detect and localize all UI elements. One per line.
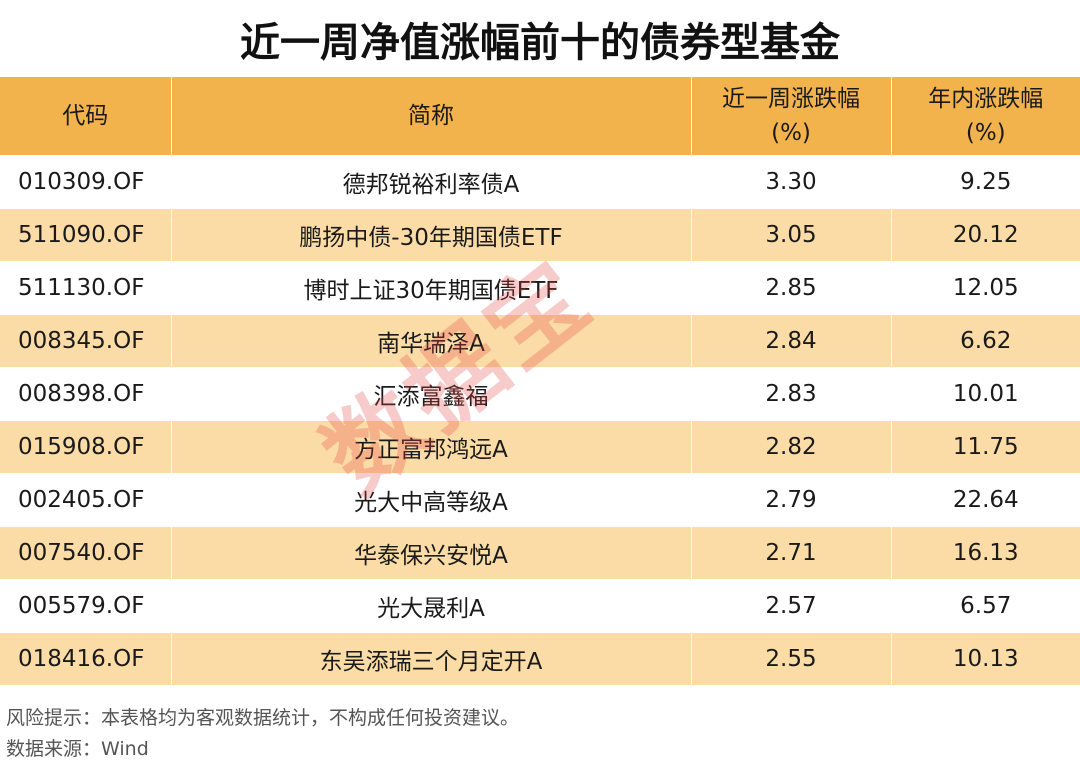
header-week-change-label: 近一周涨跌幅 [722,86,860,112]
fund-name: 光大中高等级A [171,473,692,527]
fund-code: 008345.OF [0,314,172,368]
fund-code: 511090.OF [0,208,172,262]
header-name: 简称 [171,77,692,156]
header-code: 代码 [0,77,172,156]
fund-code: 008398.OF [0,367,172,421]
header-ytd-change-unit: (%) [965,120,1006,146]
fund-name: 博时上证30年期国债ETF [171,261,692,315]
fund-code: 010309.OF [0,155,172,209]
ytd-change: 16.13 [891,526,1080,580]
header-week-change: 近一周涨跌幅 (%) [691,77,892,156]
week-change: 2.82 [691,420,892,474]
ytd-change: 6.57 [891,579,1080,633]
week-change: 2.79 [691,473,892,527]
fund-table: 代码 简称 近一周涨跌幅 (%) 年内涨跌幅 (%) 010309.OF 德邦锐… [0,77,1080,685]
table-row: 005579.OF 光大晟利A 2.57 6.57 [0,579,1080,633]
week-change: 3.05 [691,208,892,262]
week-change: 2.85 [691,261,892,315]
week-change: 2.71 [691,526,892,580]
fund-code: 511130.OF [0,261,172,315]
week-change: 2.83 [691,367,892,421]
week-change: 2.84 [691,314,892,368]
fund-code: 018416.OF [0,632,172,685]
data-source: 数据来源：Wind [6,738,149,760]
table-row: 008345.OF 南华瑞泽A 2.84 6.62 [0,314,1080,368]
ytd-change: 6.62 [891,314,1080,368]
table-row: 018416.OF 东吴添瑞三个月定开A 2.55 10.13 [0,632,1080,685]
week-change: 2.55 [691,632,892,685]
header-ytd-change: 年内涨跌幅 (%) [891,77,1080,156]
fund-name: 汇添富鑫福 [171,367,692,421]
table-row: 015908.OF 方正富邦鸿远A 2.82 11.75 [0,420,1080,474]
fund-name: 方正富邦鸿远A [171,420,692,474]
table-header-row: 代码 简称 近一周涨跌幅 (%) 年内涨跌幅 (%) [0,77,1080,156]
header-ytd-change-label: 年内涨跌幅 [928,86,1044,112]
fund-name: 德邦锐裕利率债A [171,155,692,209]
table-row: 010309.OF 德邦锐裕利率债A 3.30 9.25 [0,155,1080,209]
table-row: 008398.OF 汇添富鑫福 2.83 10.01 [0,367,1080,421]
ytd-change: 11.75 [891,420,1080,474]
fund-name: 鹏扬中债-30年期国债ETF [171,208,692,262]
fund-name: 南华瑞泽A [171,314,692,368]
fund-code: 015908.OF [0,420,172,474]
fund-name: 光大晟利A [171,579,692,633]
ytd-change: 10.01 [891,367,1080,421]
table-row: 511090.OF 鹏扬中债-30年期国债ETF 3.05 20.12 [0,208,1080,262]
header-week-change-unit: (%) [771,120,811,146]
fund-code: 002405.OF [0,473,172,527]
ytd-change: 12.05 [891,261,1080,315]
page-title: 近一周净值涨幅前十的债券型基金 [240,20,840,66]
week-change: 2.57 [691,579,892,633]
week-change: 3.30 [691,155,892,209]
fund-code: 007540.OF [0,526,172,580]
ytd-change: 22.64 [891,473,1080,527]
ytd-change: 20.12 [891,208,1080,262]
fund-name: 华泰保兴安悦A [171,526,692,580]
fund-code: 005579.OF [0,579,172,633]
table-row: 511130.OF 博时上证30年期国债ETF 2.85 12.05 [0,261,1080,315]
risk-disclaimer: 风险提示：本表格均为客观数据统计，不构成任何投资建议。 [6,707,520,729]
fund-name: 东吴添瑞三个月定开A [171,632,692,685]
ytd-change: 10.13 [891,632,1080,685]
ytd-change: 9.25 [891,155,1080,209]
table-row: 007540.OF 华泰保兴安悦A 2.71 16.13 [0,526,1080,580]
table-row: 002405.OF 光大中高等级A 2.79 22.64 [0,473,1080,527]
